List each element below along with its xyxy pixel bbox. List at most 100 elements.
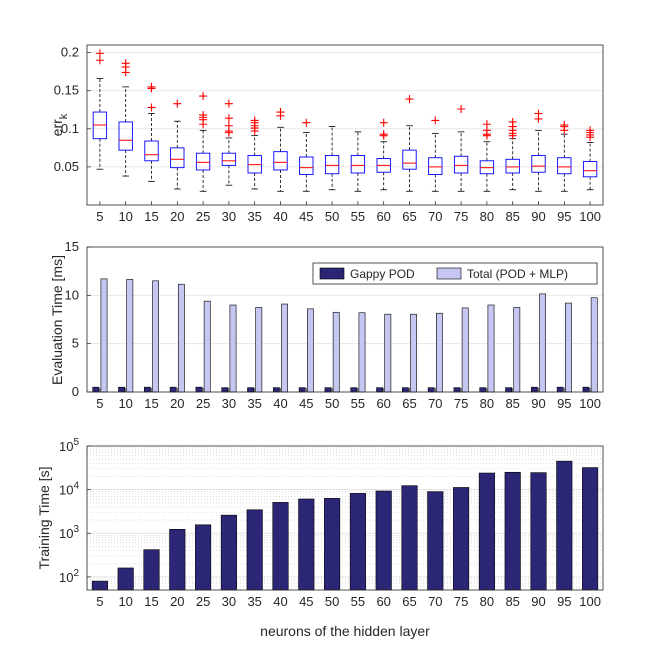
gappy-pod-bar-85 [505, 387, 512, 393]
legend-label-gappy-pod: Gappy POD [350, 267, 415, 281]
box-65 [402, 95, 417, 192]
outlier-marker [199, 92, 208, 101]
training-bar-65 [401, 485, 418, 591]
x-tick-label: 35 [247, 209, 261, 224]
training-bar-85 [504, 471, 521, 591]
x-tick-label: 100 [579, 396, 601, 411]
training-bar-70 [427, 491, 444, 591]
total-bar-20 [178, 283, 185, 393]
gappy-pod-bar-55 [350, 387, 358, 393]
x-tick-label: 95 [557, 594, 571, 609]
x-tick-label: 75 [454, 396, 468, 411]
box-75 [453, 105, 469, 192]
box-45 [299, 118, 314, 192]
box-20 [170, 99, 185, 190]
total-bar-95 [564, 302, 572, 393]
x-tick-label: 45 [299, 396, 313, 411]
legend-swatch-gappy-pod [319, 267, 345, 280]
x-tick-label: 95 [557, 396, 571, 411]
error-y-ticks: 0.05 0.1 0.15 0.2 [54, 45, 91, 174]
evaluation-x-ticks: 5 10 15 20 25 30 35 40 45 50 55 60 65 70 75 80 85 90 95 100 [96, 388, 601, 411]
error-boxes [92, 49, 598, 192]
error-y-axis-label-main: err [49, 119, 65, 136]
x-tick-label: 70 [428, 396, 442, 411]
error-x-ticks: 5 10 15 20 25 30 35 40 45 50 55 60 65 70 75 80 85 90 95 100 [96, 201, 601, 224]
gappy-pod-bar-40 [273, 387, 280, 393]
box-60 [376, 118, 391, 191]
y-tick-base: 10 [59, 483, 73, 498]
x-tick-label: 35 [247, 594, 261, 609]
gappy-pod-bar-60 [376, 387, 383, 393]
y-tick-exponent: 2 [73, 568, 79, 579]
gappy-pod-bar-45 [298, 387, 306, 393]
gappy-pod-bar-35 [247, 387, 254, 393]
gappy-pod-bar-15 [144, 386, 151, 393]
y-tick-label: 5 [72, 336, 79, 351]
x-tick-label: 80 [480, 396, 494, 411]
training-bar-80 [478, 472, 495, 591]
evaluation-y-ticks: 0 5 10 15 [65, 239, 91, 399]
outlier-marker [224, 99, 233, 108]
outlier-marker [199, 111, 208, 120]
x-tick-label: 5 [96, 594, 103, 609]
y-tick-exponent: 5 [73, 437, 79, 448]
x-tick-label: 60 [376, 209, 390, 224]
x-tick-label: 55 [351, 396, 365, 411]
x-tick-label: 100 [579, 209, 601, 224]
gappy-pod-bar-50 [324, 387, 332, 393]
x-tick-label: 10 [118, 396, 132, 411]
box-100 [582, 126, 598, 191]
x-tick-label: 100 [579, 594, 601, 609]
outlier-marker [147, 82, 156, 91]
iqr-box [299, 156, 314, 175]
legend-label-total: Total (POD + MLP) [467, 267, 568, 281]
box-80 [479, 120, 495, 192]
total-bar-15 [152, 280, 159, 393]
total-bar-70 [435, 312, 443, 393]
iqr-box [531, 155, 546, 173]
gappy-pod-bar-65 [402, 387, 409, 393]
y-tick-label: 0 [72, 384, 79, 399]
total-bar-45 [306, 308, 314, 393]
total-bar-100 [590, 297, 598, 393]
x-tick-label: 5 [96, 209, 103, 224]
x-tick-label: 85 [505, 594, 519, 609]
y-tick-exponent: 4 [73, 481, 79, 492]
total-bar-75 [461, 307, 469, 393]
x-tick-label: 80 [480, 594, 494, 609]
x-axis-label: neurons of the hidden layer [260, 623, 430, 639]
box-95 [557, 121, 572, 192]
training-bar-20 [169, 529, 186, 591]
x-tick-label: 55 [351, 594, 365, 609]
x-tick-label: 15 [144, 594, 158, 609]
x-tick-label: 65 [402, 209, 416, 224]
training-x-ticks: 5 10 15 20 25 30 35 40 45 50 55 60 65 70 75 80 85 90 95 100 [96, 586, 601, 609]
x-tick-label: 15 [144, 209, 158, 224]
box-30 [221, 99, 237, 186]
x-tick-label: 30 [222, 594, 236, 609]
training-bar-15 [143, 549, 160, 591]
total-bar-60 [384, 313, 392, 393]
y-tick-label: 0.05 [54, 159, 79, 174]
x-tick-label: 65 [402, 396, 416, 411]
x-tick-label: 60 [376, 594, 390, 609]
training-y-axis-label: Training Time [s] [36, 467, 52, 570]
box-70 [428, 116, 443, 192]
x-tick-label: 45 [299, 209, 313, 224]
training-bar-90 [530, 472, 547, 591]
outlier-marker [405, 95, 414, 104]
y-tick-base: 10 [59, 439, 73, 454]
training-plot-area [87, 446, 603, 590]
outlier-marker [224, 114, 233, 123]
outlier-marker [586, 126, 595, 135]
gappy-pod-bar-25 [195, 386, 203, 393]
x-tick-label: 45 [299, 594, 313, 609]
x-tick-label: 40 [273, 594, 287, 609]
y-tick-base: 10 [59, 526, 73, 541]
outlier-marker [121, 59, 130, 68]
x-tick-label: 50 [325, 209, 339, 224]
x-tick-label: 40 [273, 209, 287, 224]
x-tick-label: 90 [531, 396, 545, 411]
